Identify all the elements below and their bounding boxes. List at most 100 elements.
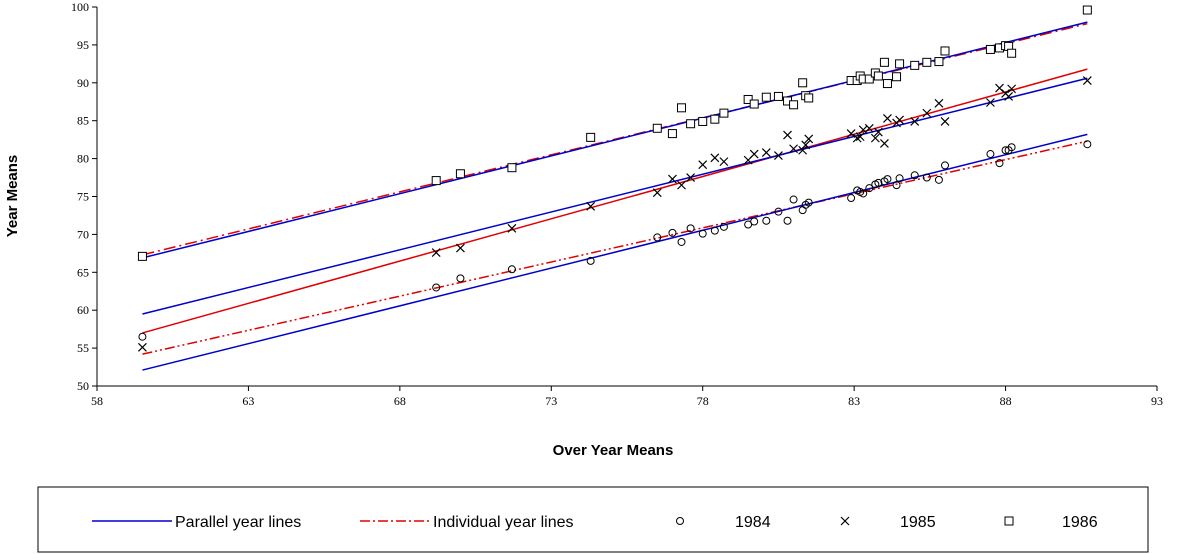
point-1984 [586,256,595,265]
point-1985 [507,223,517,233]
legend: Parallel year lines Individual year line… [37,486,1149,553]
point-1984 [847,194,856,203]
y-ticks: 50 55 60 65 70 75 80 85 90 95 100 [71,0,97,393]
point-1986 [934,57,944,67]
point-1984 [1083,140,1092,149]
legend-label-individual: Individual year lines [433,514,574,531]
point-1986 [586,132,596,142]
point-1986 [749,99,759,109]
point-1984 [798,206,807,215]
point-1985 [1007,84,1017,94]
point-1986 [789,100,799,110]
point-1985 [783,130,792,140]
point-1985 [880,139,889,148]
y-tick-label: 55 [77,341,89,355]
x-ticks: 58 63 68 73 78 83 88 93 [91,386,1163,408]
legend-label-parallel: Parallel year lines [175,514,301,531]
point-1985 [940,117,950,126]
legend-box [37,486,1149,553]
legend-marker-1986 [1004,516,1014,526]
point-1985 [801,140,811,150]
point-1984 [750,217,759,226]
legend-label-1985: 1985 [900,514,936,531]
x-tick-label: 58 [91,394,103,408]
point-1984 [432,283,441,292]
point-1984 [892,181,901,190]
fit-lines [142,21,1088,371]
point-1984 [883,175,892,184]
point-1986 [892,72,902,82]
point-1986 [910,60,920,70]
x-axis-title: Over Year Means [553,442,674,459]
point-1985 [1082,76,1092,85]
data-points [137,5,1092,352]
point-1986 [719,108,729,118]
fit-line-parallel-1986 [142,21,1088,259]
point-1985 [652,188,662,198]
point-1985 [870,133,880,143]
point-1984 [865,184,874,193]
point-1985 [677,180,686,190]
x-tick-label: 78 [697,394,709,408]
point-1984 [762,216,771,225]
point-1984 [719,222,728,231]
point-1986 [798,78,808,88]
fit-line-parallel-1985 [142,77,1088,315]
fit-line-parallel-1984 [142,133,1088,371]
point-1986 [773,91,783,101]
legend-marker-1984 [676,517,684,525]
point-1984 [910,171,919,180]
point-1986 [667,129,677,139]
point-1985 [698,160,708,170]
point-1986 [743,94,753,104]
point-1985 [846,129,856,139]
point-1985 [864,123,874,133]
point-1985 [774,151,783,160]
point-1985 [456,243,465,253]
y-tick-label: 70 [77,227,89,241]
point-1984 [456,274,465,283]
point-1986 [507,163,517,173]
point-1985 [710,153,720,163]
point-1986 [879,57,889,67]
y-tick-label: 75 [77,190,89,204]
point-1986 [761,92,771,102]
point-1984 [774,207,783,216]
point-1985 [431,248,441,258]
point-1986 [804,93,814,103]
point-1986 [940,46,950,56]
legend-label-1984: 1984 [735,514,771,531]
point-1984 [789,195,798,204]
point-1984 [138,332,147,341]
y-tick-label: 95 [77,38,89,52]
y-tick-label: 85 [77,114,89,128]
point-1986 [1007,48,1017,58]
point-1986 [677,103,687,113]
y-tick-label: 60 [77,303,89,317]
point-1985 [719,157,729,167]
point-1984 [941,161,949,170]
point-1984 [507,265,516,274]
point-1986 [882,79,892,89]
point-1984 [653,233,662,242]
point-1986 [652,123,662,133]
fit-line-individual-1984 [142,140,1088,355]
x-tick-label: 83 [848,394,860,408]
point-1985 [895,115,904,125]
point-1986 [873,71,883,81]
point-1984 [783,216,792,225]
point-1985 [922,108,932,118]
y-tick-label: 65 [77,265,89,279]
fit-line-individual-1985 [142,68,1088,334]
point-1986 [1082,5,1092,15]
point-1984 [677,237,686,246]
point-1984 [874,178,883,187]
point-1984 [804,198,813,207]
point-1984 [698,229,707,238]
x-tick-label: 68 [394,394,406,408]
point-1985 [668,174,677,184]
point-1986 [431,176,441,186]
point-1986 [137,251,147,261]
point-1986 [895,59,905,69]
